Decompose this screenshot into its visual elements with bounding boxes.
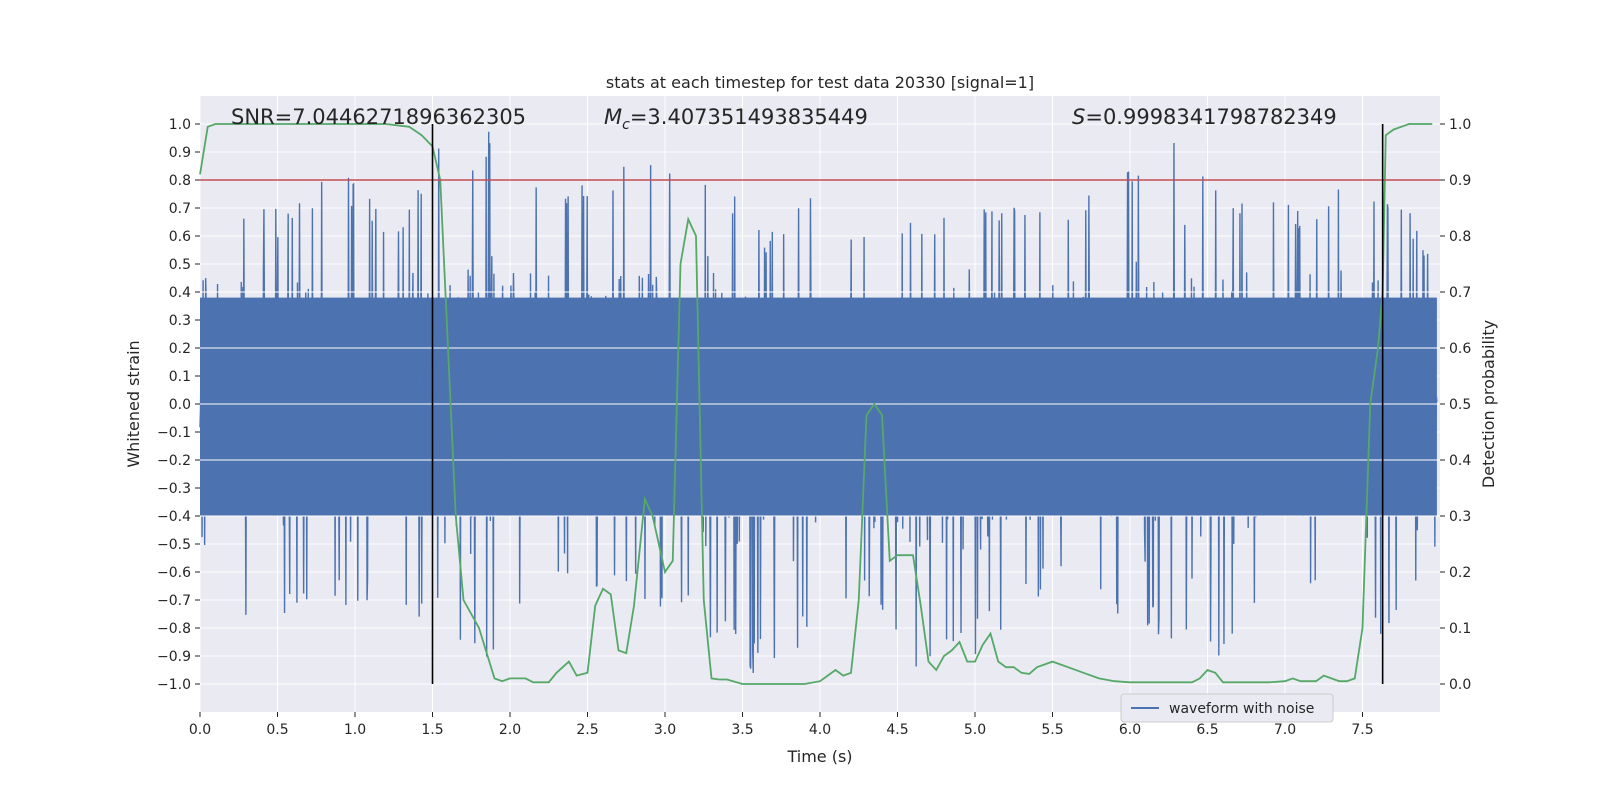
- x-tick-label: 5.5: [1041, 722, 1063, 738]
- x-tick-label: 6.0: [1119, 722, 1141, 738]
- y2-tick-label: 1.0: [1449, 117, 1471, 133]
- y-tick-label: −0.6: [157, 565, 191, 581]
- y-tick-label: 0.2: [169, 341, 191, 357]
- y-tick-label: −0.2: [157, 453, 191, 469]
- y2-tick-label: 0.3: [1449, 509, 1471, 525]
- detection-probability-series: [199, 123, 1433, 685]
- detection-probability-line: [199, 123, 1433, 685]
- y-tick-label: 0.0: [169, 397, 191, 413]
- y-tick-label: 0.6: [169, 229, 191, 245]
- y-tick-label: 0.9: [169, 145, 191, 161]
- mc-subscript: c: [622, 117, 630, 133]
- x-tick-label: 7.5: [1351, 722, 1373, 738]
- legend: waveform with noise: [1120, 693, 1334, 723]
- waveform-line: [199, 131, 1438, 673]
- y2-tick-label: 0.4: [1449, 453, 1471, 469]
- x-tick-label: 0.5: [266, 722, 288, 738]
- y-axis-ticks: 1.0 0.9 0.8 0.7 0.6 0.5 0.4 0.3 0.2 0.1 0.0 −0.1 −0.…: [157, 117, 200, 693]
- y2-tick-label: 0.5: [1449, 397, 1471, 413]
- y-tick-label: 0.4: [169, 285, 191, 301]
- overlay-lines: [200, 124, 1440, 684]
- y-axis-label: Whitened strain: [124, 340, 143, 467]
- y-tick-label: 0.5: [169, 257, 191, 273]
- y2-tick-label: 0.0: [1449, 677, 1471, 693]
- s-annotation: S=0.9998341798782349: [1072, 105, 1337, 129]
- y2-axis-label: Detection probability: [1479, 320, 1498, 488]
- y2-tick-label: 0.6: [1449, 341, 1471, 357]
- y-tick-label: 1.0: [169, 117, 191, 133]
- y-tick-label: −0.4: [157, 509, 191, 525]
- s-value: =0.9998341798782349: [1085, 105, 1336, 129]
- y-tick-label: −0.5: [157, 537, 191, 553]
- y2-tick-label: 0.9: [1449, 173, 1471, 189]
- y2-axis-ticks: 1.0 0.9 0.8 0.7 0.6 0.5 0.4 0.3 0.2 0.1 0.0: [1440, 117, 1471, 693]
- waveform-series: [199, 131, 1440, 673]
- x-tick-label: 0.0: [189, 722, 211, 738]
- chirp-mass-annotation: Mc=3.407351493835449: [604, 105, 868, 133]
- x-tick-label: 4.5: [886, 722, 908, 738]
- x-tick-label: 5.0: [964, 722, 986, 738]
- y-tick-label: −0.9: [157, 649, 191, 665]
- x-tick-label: 4.0: [809, 722, 831, 738]
- y-tick-label: 0.8: [169, 173, 191, 189]
- y2-tick-label: 0.2: [1449, 565, 1471, 581]
- y2-tick-label: 0.1: [1449, 621, 1471, 637]
- x-axis-label: Time (s): [786, 747, 852, 766]
- chart-title: stats at each timestep for test data 203…: [606, 73, 1034, 92]
- x-tick-label: 1.5: [421, 722, 443, 738]
- y-tick-label: −0.3: [157, 481, 191, 497]
- y-tick-label: −1.0: [157, 677, 191, 693]
- x-tick-label: 3.5: [731, 722, 753, 738]
- y-tick-label: −0.8: [157, 621, 191, 637]
- y-tick-label: 0.3: [169, 313, 191, 329]
- legend-box: [1120, 693, 1334, 723]
- y-tick-label: 0.7: [169, 201, 191, 217]
- x-tick-label: 1.0: [344, 722, 366, 738]
- legend-label-waveform: waveform with noise: [1169, 701, 1314, 717]
- snr-annotation: SNR=7.0446271896362305: [231, 105, 526, 129]
- y-tick-label: 0.1: [169, 369, 191, 385]
- y-tick-label: −0.1: [157, 425, 191, 441]
- y2-tick-label: 0.8: [1449, 229, 1471, 245]
- mc-value: =3.407351493835449: [630, 105, 868, 129]
- mc-symbol: M: [604, 105, 622, 129]
- y-tick-label: −0.7: [157, 593, 191, 609]
- x-tick-label: 2.5: [576, 722, 598, 738]
- x-tick-label: 6.5: [1196, 722, 1218, 738]
- x-tick-label: 3.0: [654, 722, 676, 738]
- y2-tick-label: 0.7: [1449, 285, 1471, 301]
- x-tick-label: 7.0: [1274, 722, 1296, 738]
- x-tick-label: 2.0: [499, 722, 521, 738]
- x-axis-ticks: 0.0 0.5 1.0 1.5 2.0 2.5 3.0 3.5 4.0 4.5 5.0 5.5 6.0 6…: [189, 712, 1374, 738]
- s-symbol: S: [1072, 105, 1085, 129]
